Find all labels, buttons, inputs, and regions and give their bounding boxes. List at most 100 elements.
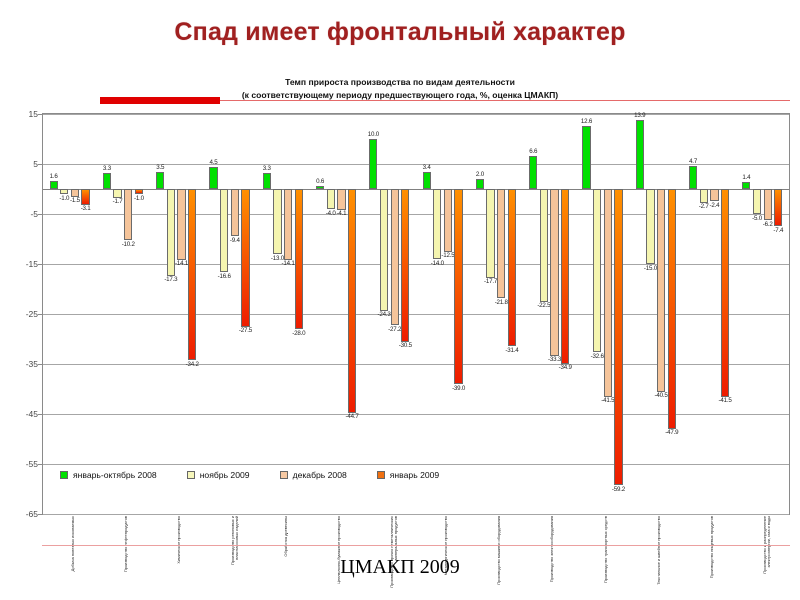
bar-group[interactable]: 3.3 -13.0 -14.1 -28.0: [256, 114, 309, 514]
bar-value-label: -7.4: [773, 226, 784, 234]
bar-value-label: -1.5: [70, 197, 80, 204]
bar-3[interactable]: [561, 189, 570, 364]
bar-group[interactable]: 1.4 -5.0 -6.2 -7.4: [736, 114, 789, 514]
bar-value-label: -14.0: [430, 259, 444, 267]
bar-1[interactable]: [699, 189, 708, 203]
red-rule-thin: [118, 100, 790, 101]
bar-3[interactable]: [507, 189, 517, 346]
bar-1[interactable]: [220, 189, 229, 272]
bar-1[interactable]: [486, 189, 495, 278]
bar-1[interactable]: [273, 189, 282, 254]
red-rule-thick: [100, 97, 220, 104]
bar-group[interactable]: 0.6 -4.0 -4.1 -44.7: [309, 114, 362, 514]
bar-2[interactable]: [337, 189, 346, 210]
bar-2[interactable]: [230, 189, 239, 236]
bar-1[interactable]: [166, 189, 175, 276]
bar-group[interactable]: 10.0 -24.3 -27.2 -30.5: [363, 114, 416, 514]
chart-legend: январь-октябрь 2008 ноябрь 2009 декабрь 20…: [60, 470, 439, 480]
bar-0[interactable]: [262, 172, 271, 189]
bar-3[interactable]: [81, 189, 90, 205]
bar-value-label: -44.7: [345, 413, 359, 420]
bar-2[interactable]: [390, 189, 399, 325]
bar-group[interactable]: 3.5 -17.3 -14.1 -34.2: [150, 114, 203, 514]
legend-item[interactable]: декабрь 2008: [279, 470, 347, 480]
legend-label: декабрь 2008: [292, 470, 347, 480]
bar-0[interactable]: [742, 182, 751, 189]
bar-value-label: -24.3: [377, 311, 391, 318]
bar-3[interactable]: [134, 189, 144, 194]
legend-item[interactable]: январь 2009: [376, 470, 439, 480]
bar-2[interactable]: [656, 189, 666, 392]
x-axis-category-label: Производство и распределение электроэнер…: [762, 516, 772, 574]
bar-0[interactable]: [102, 172, 112, 189]
bar-value-label: 12.6: [580, 118, 593, 125]
bar-3[interactable]: [614, 189, 623, 485]
bar-value-label: -14.1: [174, 260, 189, 267]
bar-value-label: 4.7: [689, 157, 698, 165]
y-axis-tick-label: 15: [28, 109, 38, 119]
bar-3[interactable]: [401, 189, 410, 342]
bar-1[interactable]: [379, 189, 389, 311]
bar-0[interactable]: [529, 156, 538, 189]
bar-3[interactable]: [188, 189, 197, 360]
red-rule-bottom: [42, 545, 790, 546]
legend-item[interactable]: ноябрь 2009: [186, 470, 250, 480]
x-axis-category-label: Производство транспортных средств: [602, 516, 608, 584]
bar-1[interactable]: [60, 189, 69, 194]
y-tick-mark: [38, 314, 43, 315]
bar-0[interactable]: [49, 181, 58, 189]
bar-group[interactable]: 1.6 -1.0 -1.5 -3.1: [43, 114, 96, 514]
bar-3[interactable]: [667, 189, 676, 429]
bar-0[interactable]: [475, 179, 485, 189]
bar-2[interactable]: [177, 189, 186, 260]
bar-0[interactable]: [315, 186, 325, 189]
bar-1[interactable]: [646, 189, 655, 264]
y-gridline: [43, 264, 789, 265]
bar-1[interactable]: [752, 189, 762, 214]
bar-group[interactable]: 6.6 -22.5 -33.3 -34.9: [523, 114, 576, 514]
bar-2[interactable]: [710, 189, 719, 201]
bar-3[interactable]: [720, 189, 730, 397]
bar-group[interactable]: 3.4 -14.0 -12.5 -39.0: [416, 114, 469, 514]
bar-group[interactable]: 3.3 -1.7 -10.2 -1.0: [96, 114, 149, 514]
bar-1[interactable]: [539, 189, 548, 302]
bar-2[interactable]: [497, 189, 506, 298]
bar-0[interactable]: [688, 165, 698, 189]
bar-group[interactable]: 4.5 -16.6 -9.4 -27.5: [203, 114, 256, 514]
bar-2[interactable]: [70, 189, 80, 197]
bar-2[interactable]: [283, 189, 293, 260]
bar-1[interactable]: [433, 189, 442, 259]
x-axis-category-label: Производство прочих неметаллических мине…: [389, 516, 399, 588]
bar-3[interactable]: [454, 189, 463, 384]
bar-value-label: -6.2: [762, 220, 773, 228]
bar-group[interactable]: 12.6 -32.6 -41.5 -59.2: [576, 114, 629, 514]
bar-1[interactable]: [326, 189, 335, 209]
y-tick-mark: [38, 264, 43, 265]
bar-3[interactable]: [294, 189, 303, 329]
bar-2[interactable]: [550, 189, 559, 356]
bar-0[interactable]: [209, 166, 218, 189]
bar-group[interactable]: 13.9 -15.0 -40.5 -47.9: [629, 112, 682, 514]
bar-3[interactable]: [347, 189, 357, 413]
bar-0[interactable]: [582, 126, 591, 189]
bar-2[interactable]: [603, 189, 612, 397]
bar-3[interactable]: [774, 189, 783, 226]
bar-2[interactable]: [763, 189, 772, 220]
bar-value-label: -30.5: [398, 342, 412, 349]
y-tick-mark: [38, 464, 43, 465]
bar-0[interactable]: [635, 119, 644, 189]
bar-1[interactable]: [593, 189, 602, 352]
bar-value-label: -5.0: [752, 214, 762, 222]
bar-0[interactable]: [422, 172, 431, 189]
bar-group[interactable]: 4.7 -2.7 -2.4 -41.5: [682, 114, 735, 514]
bar-2[interactable]: [124, 189, 133, 240]
legend-item[interactable]: январь-октябрь 2008: [60, 470, 157, 480]
bar-0[interactable]: [156, 171, 165, 189]
bar-value-label: -13.0: [270, 254, 285, 262]
bar-group[interactable]: 2.0 -17.7 -21.8 -31.4: [469, 114, 522, 514]
bar-0[interactable]: [369, 139, 378, 189]
bar-1[interactable]: [113, 189, 122, 198]
bar-2[interactable]: [443, 189, 453, 252]
bar-value-label: -41.5: [601, 397, 615, 404]
bar-3[interactable]: [241, 189, 250, 327]
